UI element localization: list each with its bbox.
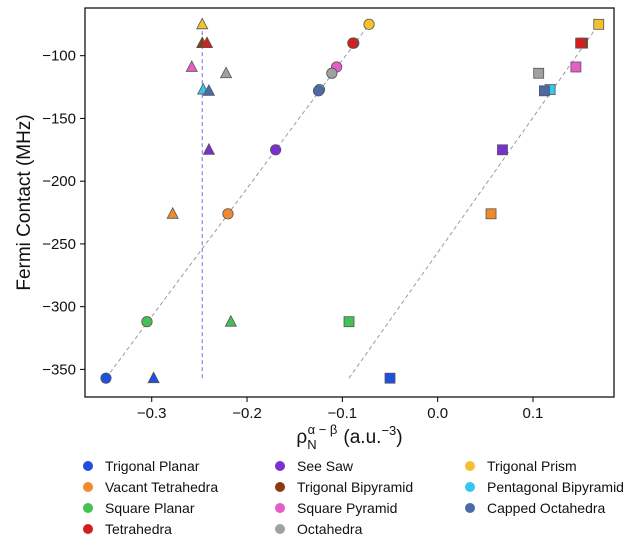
y-tick-label: −100 (42, 48, 76, 65)
legend-item-see-saw: See Saw (275, 458, 354, 474)
data-point-square (497, 144, 508, 156)
data-point-square (570, 61, 582, 73)
data-point-triangle (202, 83, 216, 96)
series-3 (196, 17, 605, 30)
legend-marker (275, 503, 285, 513)
data-point-triangle (185, 60, 198, 72)
x-axis-title-units-suffix: ) (396, 427, 402, 448)
legend-label: Square Pyramid (297, 500, 397, 516)
data-point-square (575, 37, 587, 49)
legend-label: Trigonal Prism (487, 458, 577, 474)
plot-area-frame (84, 7, 615, 398)
x-axis-title-subscript: N (307, 437, 316, 452)
data-point-circle (326, 67, 338, 79)
legend-label: Pentagonal Bipyramid (487, 479, 624, 495)
data-point-circle (270, 144, 282, 156)
data-point-square (593, 18, 605, 30)
x-axis-ticks: −0.3 −0.2 −0.1 0.0 0.1 (137, 397, 544, 422)
legend-label: Vacant Tetrahedra (105, 479, 218, 495)
legend-marker (275, 461, 285, 471)
data-point-triangle (166, 206, 179, 219)
data-point-circle (347, 37, 359, 49)
x-tick-label: −0.1 (328, 405, 358, 422)
legend-label: Tetrahedra (105, 521, 172, 537)
legend-item-pentagonal-bipyramid: Pentagonal Bipyramid (465, 479, 624, 495)
data-point-circle (312, 85, 325, 97)
legend-item-tetrahedra: Tetrahedra (83, 521, 172, 537)
legend-item-square-pyramid: Square Pyramid (275, 500, 397, 516)
legend-label: Octahedra (297, 521, 363, 537)
series-10 (200, 36, 587, 49)
data-point-circle (222, 208, 234, 220)
data-point-square (533, 67, 545, 79)
data-point-square (343, 316, 355, 328)
data-point-triangle (202, 142, 216, 155)
legend-label: Capped Octahedra (487, 500, 606, 516)
legend-label: See Saw (297, 458, 354, 474)
data-point-square (384, 372, 396, 384)
data-point-square (485, 208, 497, 220)
y-axis-title: Fermi Contact (MHz) (14, 114, 35, 290)
legend-item-trigonal-planar: Trigonal Planar (83, 458, 200, 474)
legend-marker (83, 503, 93, 513)
series-11 (219, 66, 545, 79)
legend-label: Trigonal Planar (105, 458, 200, 474)
legend-item-capped-octahedra: Capped Octahedra (465, 500, 606, 516)
legend-marker (83, 482, 93, 492)
data-point-triangle (224, 314, 237, 327)
legend-item-octahedra: Octahedra (275, 521, 363, 537)
y-axis-ticks: −100 −150 −200 −250 −300 −350 (42, 48, 85, 378)
series-9 (202, 83, 550, 97)
series-8 (185, 60, 582, 73)
legend-item-trigonal-prism: Trigonal Prism (465, 458, 577, 474)
legend-item-square-planar: Square Planar (83, 500, 195, 516)
series-6 (197, 82, 556, 96)
data-point-circle (141, 316, 153, 328)
x-tick-label: −0.2 (232, 405, 262, 422)
y-tick-label: −150 (42, 110, 76, 127)
x-tick-label: 0.1 (523, 405, 544, 422)
series-2 (202, 142, 508, 156)
data-point-square (539, 85, 550, 97)
x-axis-title-units-prefix: (a.u. (343, 427, 381, 448)
legend-label: Trigonal Bipyramid (297, 479, 413, 495)
reference-line-2 (348, 24, 600, 379)
y-tick-label: −250 (42, 236, 76, 253)
legend-marker (465, 503, 475, 513)
legend-marker (465, 461, 475, 471)
data-point-circle (100, 372, 112, 384)
series-1 (100, 371, 396, 384)
series-4 (166, 206, 497, 220)
x-tick-label: −0.3 (137, 405, 167, 422)
data-point-triangle (219, 66, 233, 79)
y-tick-label: −350 (42, 361, 76, 378)
legend-marker (275, 524, 285, 534)
x-tick-label: 0.0 (427, 405, 448, 422)
x-axis-title-superscript: α − β (308, 422, 338, 437)
data-point-circle (363, 18, 375, 30)
data-point-triangle (196, 17, 209, 30)
legend-label: Square Planar (105, 500, 195, 516)
y-tick-label: −300 (42, 299, 76, 316)
legend: Trigonal Planar See Saw Trigonal Prism Vaca… (83, 458, 624, 537)
y-tick-label: −200 (42, 173, 76, 190)
x-axis-title-symbol: ρ (296, 427, 307, 448)
legend-marker (465, 482, 475, 492)
legend-marker (83, 461, 93, 471)
data-point-triangle (200, 36, 214, 49)
legend-item-vacant-tetrahedra: Vacant Tetrahedra (83, 479, 218, 495)
series-5 (196, 36, 588, 49)
series-7 (141, 314, 355, 328)
legend-marker (275, 482, 285, 492)
legend-item-trigonal-bipyramid: Trigonal Bipyramid (275, 479, 413, 495)
x-axis-title: ρNα − β (a.u.−3) (296, 422, 402, 452)
data-points (100, 17, 605, 384)
legend-marker (83, 524, 93, 534)
x-axis-title-units-exponent: −3 (381, 423, 396, 438)
data-point-triangle (147, 371, 160, 384)
